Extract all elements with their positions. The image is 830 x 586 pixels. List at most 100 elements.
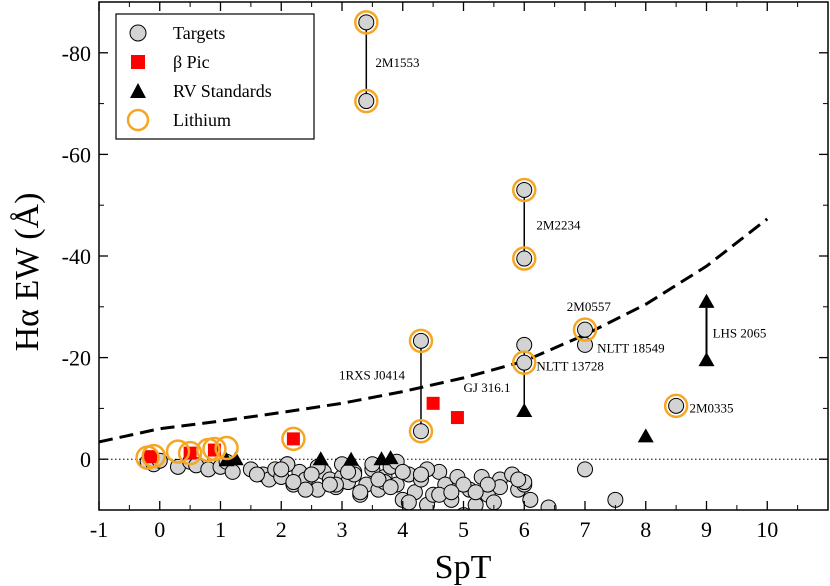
legend-marker-triangle [130,83,146,98]
y-tick-label: 0 [80,447,91,472]
beta-pic-point [144,450,158,464]
x-tick-label: 5 [458,517,469,542]
x-tick-label: 10 [756,517,778,542]
lithium-point [214,435,239,461]
target-point [516,250,533,267]
axes: -1 0 1 2 3 4 5 6 7 8 9 10 0 -20 -40 -60 -80 [62,1,829,542]
lithium-point [408,328,434,354]
x-tick-label: 4 [397,517,408,542]
target-point [358,93,375,110]
lithium-point [354,88,379,114]
target-point [516,181,533,198]
x-tick-label: 3 [337,517,348,542]
x-tick-label: 0 [154,517,165,542]
target-point [358,14,375,31]
annotation-label: 2M2234 [536,218,581,233]
target-point [443,484,460,501]
target-point [412,466,429,483]
beta-pic-point [450,411,464,425]
target-point [224,463,241,480]
target-point [248,466,265,483]
lithium-point [165,439,191,464]
rv-standard-point [227,451,244,466]
target-point [522,491,539,508]
rv-standard-point [698,293,715,308]
x-tick-label: 7 [580,517,591,542]
target-point [400,494,417,510]
target-point [516,336,533,353]
annotation-label: GJ 316.1 [464,380,511,395]
annotation-label: 2M0335 [689,400,733,415]
legend-label: Targets [173,23,225,43]
plot-area: 2M1553 2M2234 2M0557 NLTT 18549 NLTT 13728 1R… [99,10,828,510]
target-point [321,476,338,493]
rv-standard-point [698,352,715,367]
target-point [352,484,369,501]
target-point [467,484,484,501]
lithium-point [512,246,537,271]
target-point [479,476,496,493]
legend-marker-circle [129,24,147,42]
rv-standard-point [343,451,360,466]
lithium-point [663,393,689,419]
annotation-label: 2M0557 [567,299,612,314]
beta-pic-point [426,396,440,410]
x-tick-label: 9 [701,517,712,542]
lithium-point [408,419,434,444]
annotation-label: 2M1553 [375,55,419,70]
threshold-curve [99,217,769,444]
target-point [510,471,527,488]
target-point [412,332,429,349]
y-tick-label: -20 [62,346,91,371]
y-axis-label: Hα EW (Å) [9,193,46,352]
lithium-point [202,436,227,462]
legend-marker-square [131,55,145,69]
target-point [668,397,685,414]
target-point [577,461,593,478]
target-point [382,479,399,496]
rv-standard-point [312,451,329,466]
target-point [370,471,387,488]
y-tick-label: -60 [62,142,91,167]
x-axis-label: SpT [435,549,492,586]
lithium-point [572,317,598,342]
lithium-point [512,350,537,375]
annotation-label: LHS 2065 [713,326,767,341]
annotation-label: 1RXS J0414 [339,367,406,382]
rv-standard-point [637,428,654,443]
target-point [394,463,411,480]
rv-standard-point [516,402,533,417]
target-point [340,463,357,480]
lithium-point [141,443,166,469]
y-tick-label: -80 [62,41,91,66]
target-point [285,474,302,491]
x-tick-label: 8 [640,517,651,542]
annotation-label: NLTT 13728 [536,359,604,374]
lithium-point [281,426,306,452]
legend-marker-ring [126,108,150,132]
target-point [273,461,290,478]
legend-label: RV Standards [173,81,272,101]
y-tick-label: -40 [62,244,91,269]
target-point [577,321,593,338]
legend-label: β Pic [173,52,210,72]
rv-standard-point [382,450,399,465]
legend: Targets β Pic RV Standards Lithium [115,13,315,140]
annotation-label: NLTT 18549 [597,340,665,355]
target-point [516,354,533,371]
target-point [412,423,429,440]
legend-label: Lithium [173,110,231,130]
lithium-point [354,10,379,35]
lithium-point [512,177,537,203]
target-point [297,481,314,498]
target-point [303,466,320,483]
target-point [540,499,557,510]
x-tick-label: 2 [276,517,287,542]
x-tick-label: -1 [90,517,108,542]
beta-pic-point [286,432,300,446]
target-point [455,476,472,493]
lithium-point [177,440,203,466]
x-tick-label: 6 [519,517,530,542]
x-tick-label: 1 [215,517,226,542]
